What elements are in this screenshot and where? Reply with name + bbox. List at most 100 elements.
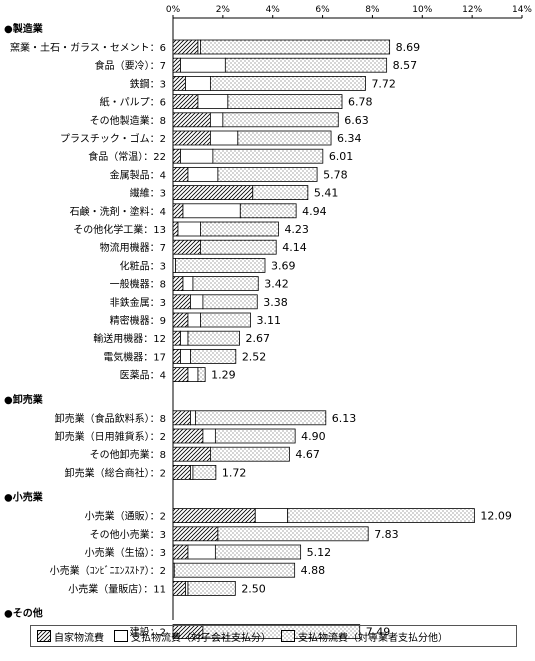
legend-swatch-hatch bbox=[37, 630, 51, 642]
category-label: その他小売業：3 bbox=[90, 528, 166, 541]
bar-segment-3 bbox=[209, 76, 366, 91]
bar-segment-3 bbox=[239, 203, 297, 219]
bar-segment-1 bbox=[172, 367, 189, 383]
bar-segment-1 bbox=[172, 166, 189, 182]
bar-segment-2 bbox=[187, 367, 199, 383]
category-label: 卸売業（食品飲料系）：8 bbox=[55, 412, 166, 425]
bar-segment-2 bbox=[209, 130, 239, 146]
legend: 自家物流費 支払物流費（対子会社支払分） 支払物流費（対専業者支払分他） bbox=[30, 625, 517, 647]
category-label: 輸送用機器：12 bbox=[93, 332, 166, 345]
bar-segment-3 bbox=[214, 428, 296, 444]
bar-segment-3 bbox=[227, 94, 343, 109]
x-tick-label: 12% bbox=[462, 5, 482, 15]
value-label: 7.49 bbox=[366, 626, 391, 639]
value-label: 2.67 bbox=[246, 332, 270, 345]
bar-segment-3 bbox=[287, 508, 475, 524]
value-label: 4.94 bbox=[302, 205, 327, 218]
category-label: 小売業（生協）：3 bbox=[85, 546, 166, 559]
value-label: 1.29 bbox=[211, 369, 236, 382]
value-label: 8.57 bbox=[393, 59, 418, 72]
bar-segment-2 bbox=[185, 76, 211, 91]
bar-segment-2 bbox=[187, 166, 219, 182]
category-label: 医薬品：4 bbox=[120, 370, 166, 382]
bar-segment-2 bbox=[197, 94, 229, 109]
x-tick-label: 10% bbox=[412, 5, 432, 15]
bar-segment-2 bbox=[209, 112, 224, 128]
value-label: 5.12 bbox=[307, 546, 332, 559]
category-label: 窯業・土石・ガラス・セメント：6 bbox=[10, 41, 166, 54]
bar-segment-3 bbox=[200, 239, 277, 255]
group-label: ●その他 bbox=[4, 607, 43, 620]
bar-segment-3 bbox=[224, 57, 388, 73]
category-label: 小売業（ｺﾝﾋﾞﾆｴﾝｽｽﾄｱ）：2 bbox=[50, 564, 166, 577]
bar-segment-1 bbox=[172, 57, 181, 73]
bar-segment-2 bbox=[182, 276, 194, 292]
bar-segment-2 bbox=[180, 348, 191, 364]
category-label: 繊維：3 bbox=[130, 187, 166, 200]
bar-segment-1 bbox=[172, 221, 179, 237]
bar-segment-3 bbox=[192, 276, 259, 292]
category-label: プラスチック・ゴム：2 bbox=[60, 132, 166, 145]
x-tick-label: 6% bbox=[315, 5, 330, 15]
legend-label: 支払物流費（対専業者支払分他） bbox=[298, 632, 448, 644]
bar-segment-2 bbox=[180, 57, 226, 73]
value-label: 1.72 bbox=[222, 466, 247, 479]
category-label: 精密機器：9 bbox=[110, 314, 166, 327]
bar-segment-3 bbox=[222, 112, 339, 128]
bar-segment-2 bbox=[187, 544, 216, 560]
bar-segment-3 bbox=[195, 410, 327, 426]
bar-segment-3 bbox=[175, 257, 266, 273]
bar-segment-3 bbox=[200, 221, 279, 237]
category-label: 物流用機器：7 bbox=[100, 241, 166, 254]
category-label: 食品（要冷）：7 bbox=[95, 59, 166, 72]
value-label: 4.90 bbox=[301, 430, 326, 443]
bar-segment-3 bbox=[209, 446, 290, 462]
value-label: 4.67 bbox=[295, 448, 320, 461]
legend-label: 自家物流費 bbox=[54, 632, 104, 644]
category-label: その他化学工業：13 bbox=[73, 223, 166, 236]
category-label: 金属製品：4 bbox=[110, 168, 166, 181]
bar-segment-3 bbox=[200, 39, 391, 55]
value-label: 2.52 bbox=[242, 350, 267, 363]
bar-segment-2 bbox=[254, 508, 289, 524]
bar-segment-3 bbox=[217, 526, 369, 542]
bar-segment-1 bbox=[172, 446, 211, 462]
group-label: ●小売業 bbox=[4, 491, 44, 504]
legend-item-own: 自家物流費 bbox=[37, 629, 104, 644]
x-tick-label: 14% bbox=[512, 5, 532, 15]
bar-segment-1 bbox=[172, 112, 211, 128]
category-label: 一般機器：8 bbox=[110, 278, 166, 291]
bar-segment-1 bbox=[172, 276, 184, 292]
bar-segment-3 bbox=[173, 562, 296, 578]
value-label: 3.11 bbox=[257, 314, 282, 327]
value-label: 5.78 bbox=[323, 168, 348, 181]
category-label: 卸売業（総合商社）：2 bbox=[65, 466, 166, 479]
value-label: 3.38 bbox=[263, 296, 288, 309]
legend-swatch-white bbox=[114, 630, 128, 642]
x-tick-label: 8% bbox=[365, 5, 380, 15]
category-label: 小売業（量販店）：11 bbox=[68, 582, 166, 595]
category-label: 鉄鋼：3 bbox=[130, 77, 166, 90]
legend-item-contractor: 支払物流費（対専業者支払分他） bbox=[281, 629, 448, 644]
value-label: 7.72 bbox=[371, 77, 396, 90]
category-label: 食品（常温）：22 bbox=[88, 150, 166, 163]
bar-segment-2 bbox=[177, 221, 201, 237]
value-label: 5.41 bbox=[314, 187, 339, 200]
bar-segment-1 bbox=[172, 76, 186, 91]
value-label: 3.69 bbox=[271, 259, 296, 272]
bar-segment-3 bbox=[217, 166, 318, 182]
bar-segment-3 bbox=[252, 185, 309, 201]
bars bbox=[172, 39, 475, 639]
bar-segment-1 bbox=[172, 428, 204, 444]
bar-segment-1 bbox=[172, 581, 186, 596]
bar-segment-1 bbox=[172, 348, 181, 364]
value-label: 2.50 bbox=[241, 582, 265, 595]
bar-segment-1 bbox=[172, 294, 191, 310]
value-label: 4.88 bbox=[301, 564, 326, 577]
group-label: ●卸売業 bbox=[4, 393, 44, 406]
category-label: 化粧品：3 bbox=[120, 259, 166, 272]
bar-segment-1 bbox=[172, 203, 184, 219]
bar-segment-1 bbox=[172, 130, 211, 146]
